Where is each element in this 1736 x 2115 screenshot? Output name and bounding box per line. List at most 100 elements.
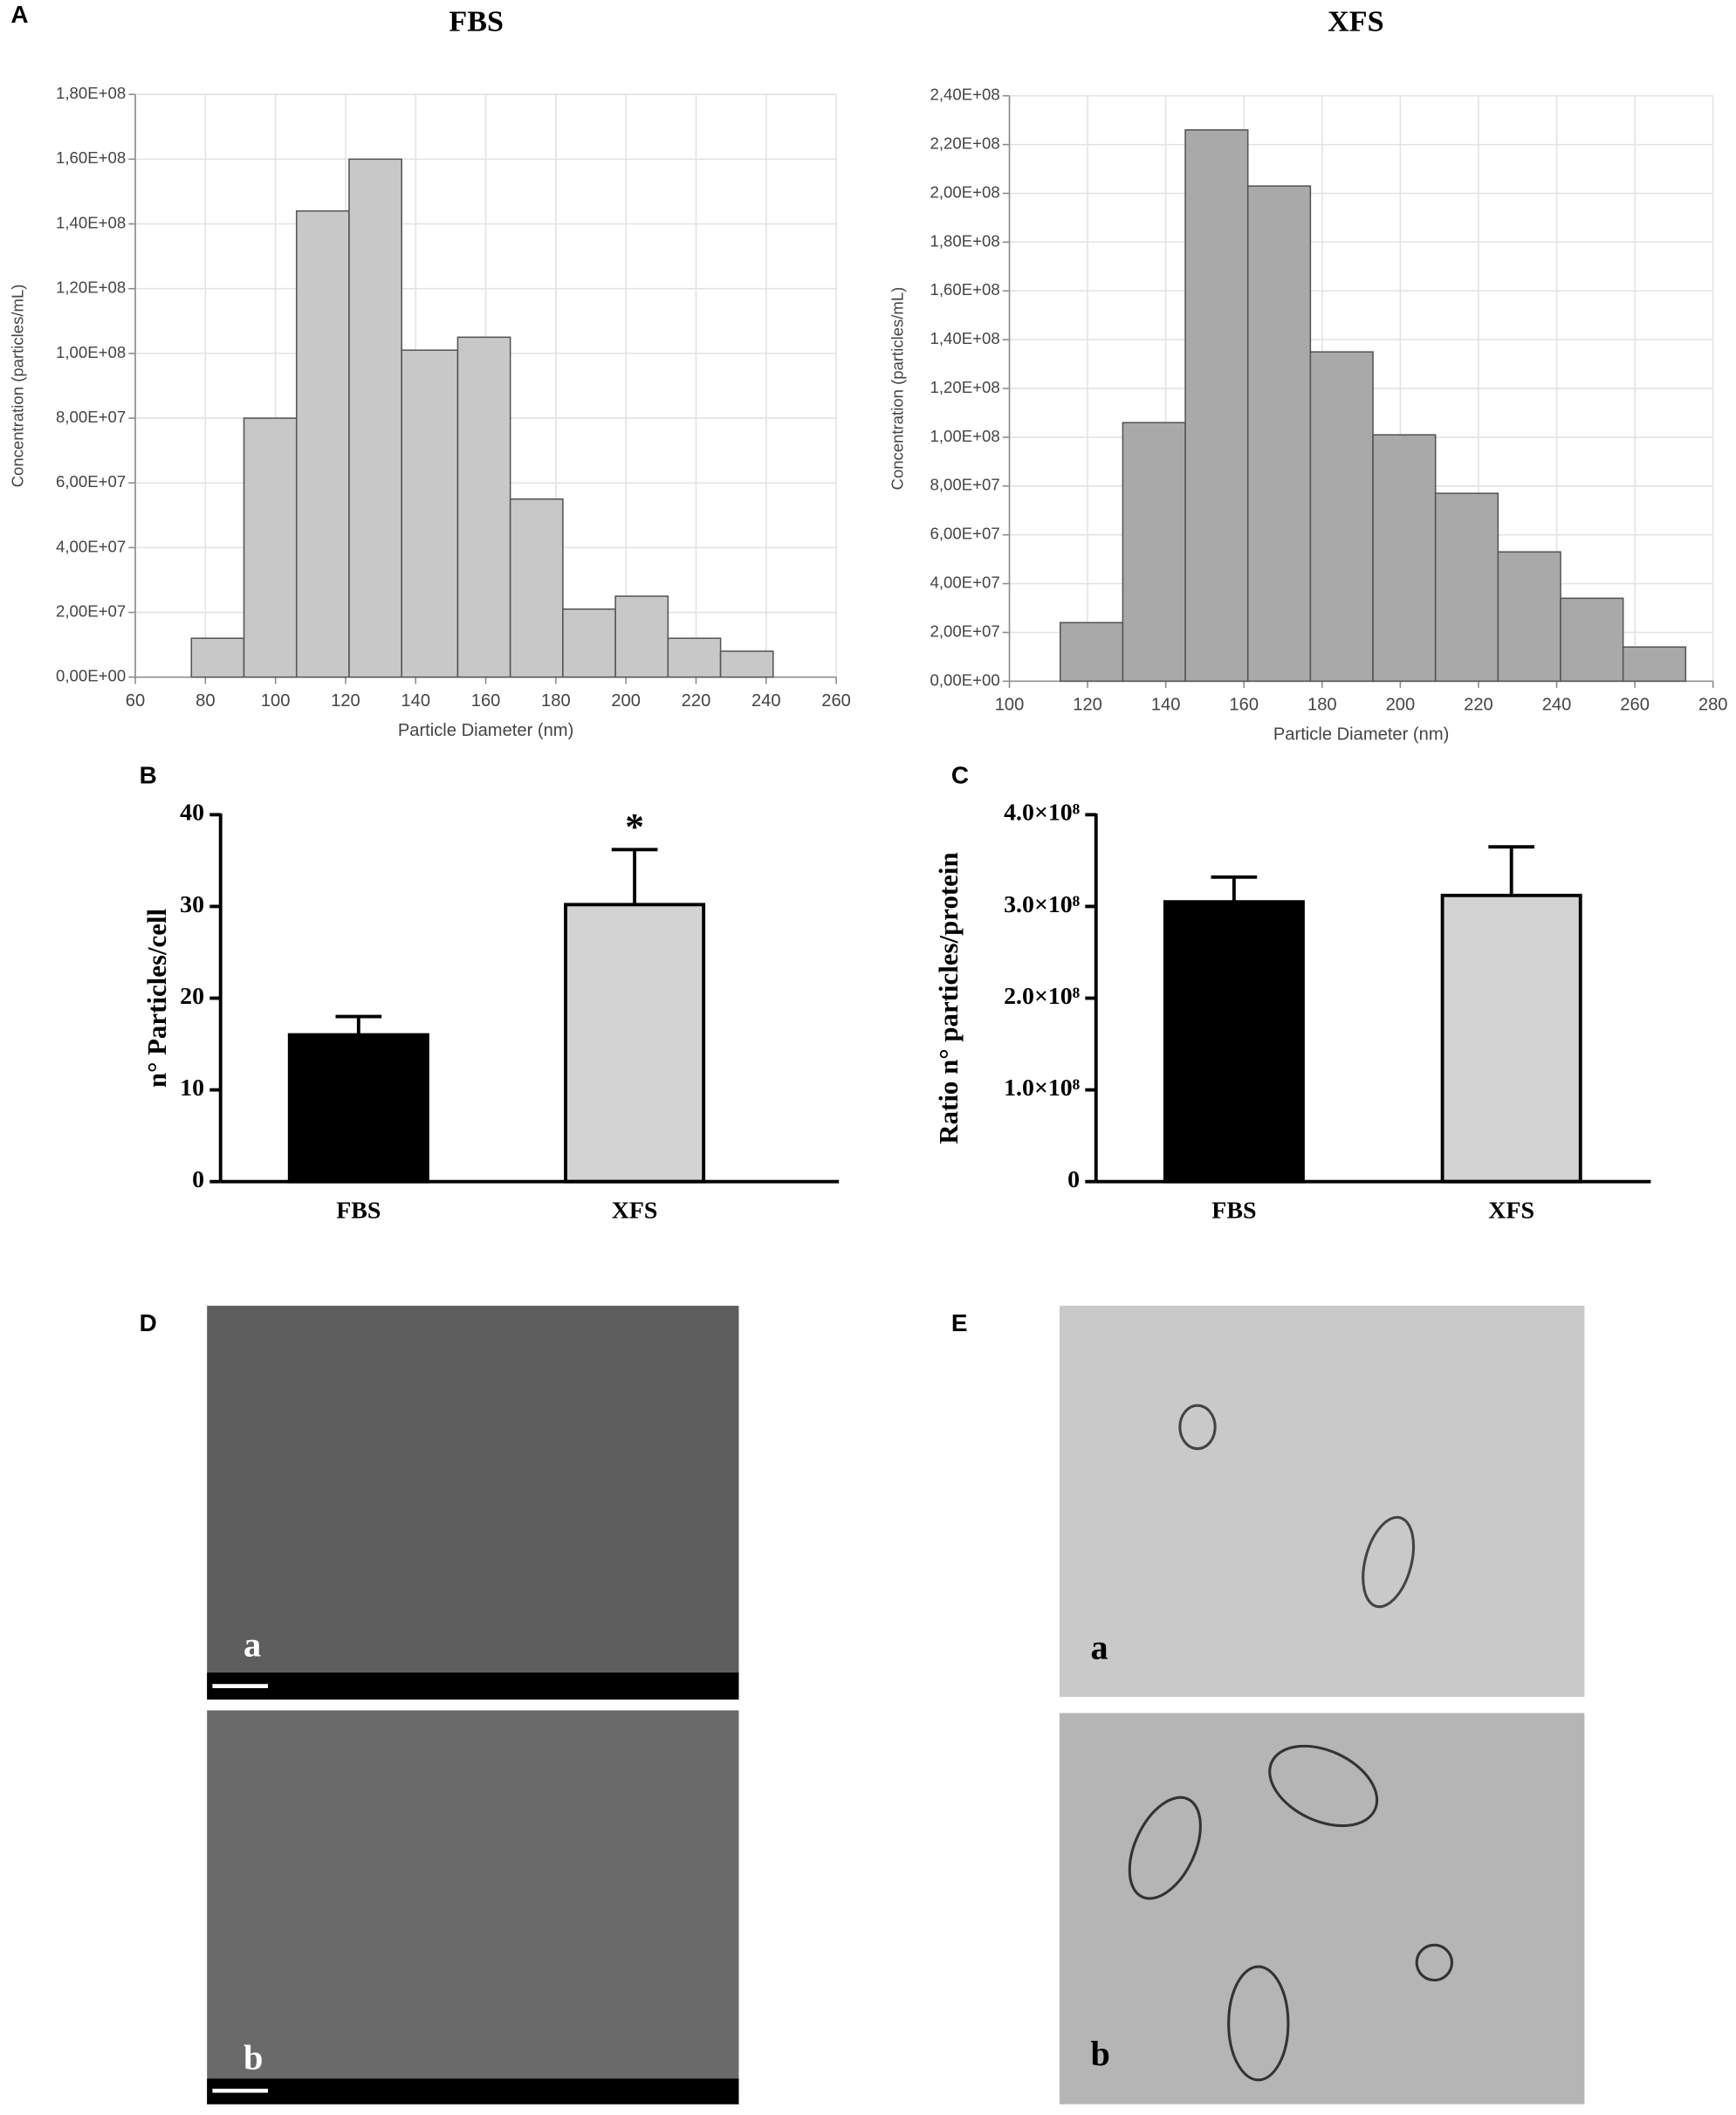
x-tick-label: 220 [682, 691, 711, 711]
x-tick-label: FBS [1211, 1198, 1256, 1225]
histogram-bar [1372, 434, 1437, 683]
y-tick-label: 6,00E+07 [930, 525, 1000, 543]
y-tick-label: 0 [1067, 1166, 1080, 1193]
y-tick-label: 4,00E+07 [930, 573, 1000, 592]
histogram-bar [295, 209, 350, 678]
histogram-bar [456, 336, 511, 678]
x-tick-label: 200 [1386, 696, 1416, 715]
y-tick-label: 1,80E+08 [930, 231, 1000, 250]
bar [1163, 900, 1305, 1184]
histogram-bar [348, 158, 402, 678]
y-axis-label: n° Particles/cell [141, 908, 172, 1088]
y-tick-label: 2,00E+08 [930, 182, 1000, 201]
histogram-bar [667, 637, 722, 678]
image-sublabel: a [1091, 1628, 1108, 1667]
x-tick-label: 80 [196, 691, 215, 711]
y-tick-label: 8,00E+07 [56, 408, 126, 426]
y-tick-label: 1,20E+08 [56, 278, 126, 297]
y-tick-label: 1,20E+08 [930, 378, 1000, 396]
y-tick-label: 8,00E+07 [930, 476, 1000, 494]
image-sublabel: a [244, 1625, 261, 1665]
vesicle [1415, 1943, 1454, 1982]
y-tick-label: 1,80E+08 [56, 84, 126, 102]
x-tick-label: 260 [821, 691, 851, 711]
y-tick-label: 2,00E+07 [930, 621, 1000, 640]
significance-marker: * [625, 807, 644, 848]
x-tick-label: 120 [331, 691, 360, 711]
x-tick-label: 200 [611, 691, 641, 711]
panel-label: E [951, 1309, 968, 1336]
x-tick-label: 140 [401, 691, 430, 711]
x-tick-label: 260 [1620, 696, 1650, 715]
y-tick-label: 1,60E+08 [930, 280, 1000, 299]
x-tick-label: 160 [471, 691, 501, 711]
y-tick-label: 4.0×10⁸ [1004, 800, 1080, 827]
x-tick-label: 100 [995, 696, 1025, 715]
y-tick-label: 40 [180, 800, 204, 827]
y-tick-label: 2,00E+07 [56, 601, 126, 620]
y-tick-label: 3.0×10⁸ [1004, 891, 1080, 918]
histogram-bar [1122, 422, 1186, 683]
bar [1440, 893, 1582, 1184]
x-tick-label: XFS [1488, 1198, 1534, 1225]
histogram-bar [562, 608, 616, 678]
image-footer [207, 1672, 739, 1700]
histogram-bar [719, 650, 774, 678]
y-axis-label: Ratio n° particles/protein [933, 852, 964, 1143]
y-tick-label: 1,00E+08 [56, 343, 126, 361]
histogram-bar [243, 417, 298, 678]
x-tick-label: 120 [1073, 696, 1102, 715]
y-tick-label: 4,00E+07 [56, 537, 126, 555]
x-tick-label: 180 [1307, 696, 1337, 715]
x-tick-label: 100 [261, 691, 291, 711]
histogram-bar [1309, 351, 1374, 683]
vesicle [1362, 1515, 1416, 1609]
tem-image-a [1059, 1305, 1585, 1697]
sem-image-a [207, 1305, 739, 1700]
histogram-bar [509, 498, 564, 678]
histogram-bar [1059, 621, 1124, 683]
y-tick-label: 0,00E+00 [930, 670, 1000, 689]
y-tick-label: 0 [192, 1166, 204, 1193]
x-tick-label: FBS [336, 1198, 381, 1225]
panel-label: B [140, 761, 157, 788]
y-tick-label: 2,20E+08 [930, 134, 1000, 153]
histogram-bar [1560, 597, 1624, 683]
y-tick-label: 10 [180, 1075, 204, 1102]
histogram-bar [190, 637, 245, 678]
y-tick-label: 1,40E+08 [56, 213, 126, 231]
x-tick-label: 240 [1542, 696, 1572, 715]
panel-label: A [10, 1, 28, 28]
x-tick-label: 140 [1151, 696, 1181, 715]
y-tick-label: 6,00E+07 [56, 472, 126, 491]
bar [564, 903, 706, 1184]
tem-image-b [1059, 1713, 1585, 2105]
vesicle [1268, 1744, 1379, 1828]
x-tick-label: 60 [126, 691, 145, 711]
image-sublabel: b [244, 2037, 263, 2077]
x-axis-label: Particle Diameter (nm) [398, 721, 573, 740]
y-tick-label: 20 [180, 983, 204, 1010]
vesicle [1128, 1796, 1202, 1900]
y-tick-label: 0,00E+00 [56, 667, 126, 685]
y-tick-label: 2.0×10⁸ [1004, 983, 1080, 1010]
histogram-bar [1434, 492, 1499, 683]
chart-title: FBS [449, 6, 504, 38]
panel-label: D [140, 1309, 157, 1336]
histogram-bar [614, 595, 669, 678]
histogram-bar [401, 349, 459, 678]
histogram-bar [1622, 646, 1687, 683]
y-tick-label: 30 [180, 891, 204, 918]
x-axis-label: Particle Diameter (nm) [1273, 725, 1449, 745]
vesicle [1178, 1404, 1217, 1451]
bar [287, 1033, 429, 1184]
x-tick-label: XFS [612, 1198, 658, 1225]
figure-body: 0,00E+00 2,00E+07 4,00E+07 6,00E+07 8,00E+07… [9, 1, 1727, 2105]
y-axis-label: Concentration (particles/mL) [888, 287, 906, 491]
histogram-bar [1184, 129, 1249, 683]
x-tick-label: 180 [541, 691, 571, 711]
y-tick-label: 1.0×10⁸ [1004, 1075, 1080, 1102]
image-footer [207, 2078, 739, 2105]
